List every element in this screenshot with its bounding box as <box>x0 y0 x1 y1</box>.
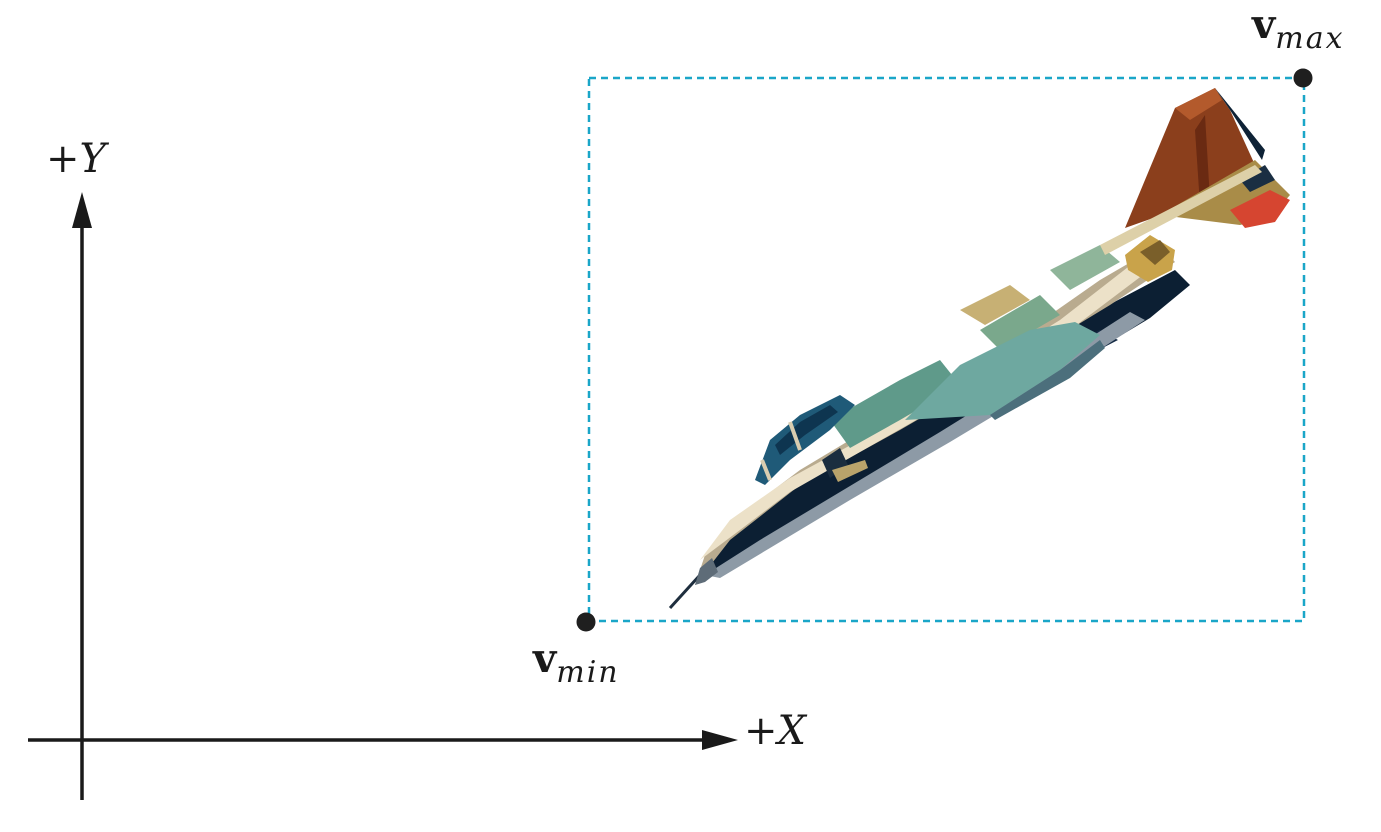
x-axis-label: +X <box>744 708 808 754</box>
y-axis-arrowhead <box>72 192 92 228</box>
coordinate-axes <box>28 192 738 800</box>
v-max-label: vmax <box>1251 1 1345 56</box>
y-axis-label: +Y <box>46 136 110 182</box>
v-min-label: vmin <box>532 635 620 690</box>
fighter-jet-icon <box>668 88 1290 610</box>
v-min-point <box>576 612 596 632</box>
v-max-point <box>1293 68 1313 88</box>
x-axis-arrowhead <box>702 730 738 750</box>
bounding-box <box>587 76 1306 623</box>
